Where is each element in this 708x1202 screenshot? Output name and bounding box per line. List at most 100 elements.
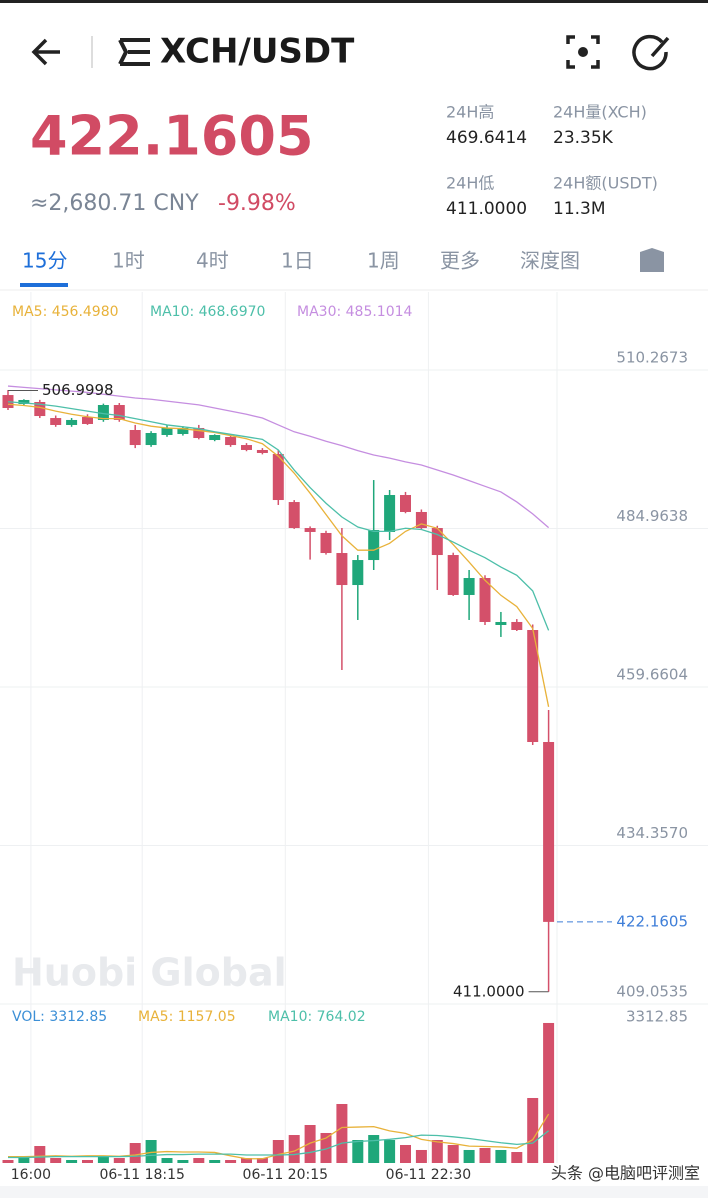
volume-bar xyxy=(479,1147,491,1163)
tab[interactable]: 深度图 xyxy=(520,249,580,273)
candle-body xyxy=(145,433,157,446)
volume-bar xyxy=(129,1143,141,1163)
x-tick-label: 16:00 xyxy=(11,1167,51,1183)
candle-body xyxy=(336,553,348,586)
x-tick-label: 06-11 18:15 xyxy=(99,1167,184,1183)
tab-underline xyxy=(20,283,68,287)
candle-body xyxy=(97,405,109,420)
volume-bar xyxy=(400,1144,411,1163)
volume-bar xyxy=(415,1149,427,1163)
candle-body xyxy=(256,449,268,453)
volume-bar xyxy=(66,1159,78,1163)
volume-bar xyxy=(2,1159,14,1163)
candle-body xyxy=(241,445,252,450)
stat-label: 24H量(XCH) xyxy=(553,103,647,122)
stat-value: 11.3M xyxy=(553,199,606,219)
candle-body xyxy=(415,511,427,529)
candle-body xyxy=(447,555,459,595)
volume-bar xyxy=(97,1156,109,1163)
candle-body xyxy=(161,427,173,436)
volume-bar xyxy=(34,1146,46,1163)
stat-label: 24H额(USDT) xyxy=(553,174,658,193)
candle-body xyxy=(543,742,555,922)
volume-bar xyxy=(82,1159,93,1163)
min-marker-label: 411.0000 xyxy=(453,982,525,1000)
candle-body xyxy=(50,418,62,425)
ma-line xyxy=(7,385,550,529)
candle-body xyxy=(511,621,523,631)
volume-bar xyxy=(495,1149,507,1163)
candle-body xyxy=(463,578,475,595)
volume-bar xyxy=(256,1158,268,1163)
y-tick-label: 3312.85 xyxy=(626,1007,688,1025)
legend-entry: MA5: 1157.05 xyxy=(138,1009,236,1025)
fullscreen-icon[interactable] xyxy=(566,35,600,69)
menu-icon[interactable] xyxy=(118,38,150,66)
volume-bar xyxy=(368,1135,380,1163)
ma-line xyxy=(7,401,550,631)
tab[interactable]: 1周 xyxy=(367,249,400,273)
candle-body xyxy=(129,429,141,446)
volume-bar xyxy=(543,1022,555,1163)
volume-title: VOL: 3312.85 xyxy=(12,1009,107,1025)
volume-bar xyxy=(320,1132,332,1163)
tab[interactable]: 15分 xyxy=(22,249,67,273)
volume-bar xyxy=(304,1125,316,1163)
share-icon[interactable] xyxy=(632,34,670,71)
candle-body xyxy=(225,437,237,446)
volume-ma-line xyxy=(8,1130,550,1159)
volume-bar xyxy=(272,1140,284,1163)
settings-icon[interactable] xyxy=(640,248,664,272)
tab[interactable]: 4时 xyxy=(196,249,229,273)
volume-bar xyxy=(288,1135,300,1163)
tab[interactable]: 1时 xyxy=(112,249,145,273)
back-button[interactable] xyxy=(31,38,60,66)
bottom-strip xyxy=(0,1186,708,1198)
volume-bar xyxy=(145,1140,157,1163)
volume-bar xyxy=(209,1159,221,1163)
stat-label: 24H低 xyxy=(446,174,494,193)
candle-body xyxy=(400,495,411,512)
candle-body xyxy=(288,502,300,529)
x-tick-label: 06-11 20:15 xyxy=(243,1167,328,1183)
stat-label: 24H高 xyxy=(446,103,494,122)
candle-body xyxy=(193,427,205,439)
candle-body xyxy=(18,399,30,404)
y-tick-label: 484.9638 xyxy=(616,507,688,525)
y-tick-label: 459.6604 xyxy=(616,666,688,684)
candle-body xyxy=(34,401,46,417)
candle-body xyxy=(209,435,221,441)
max-marker-label: 506.9998 xyxy=(42,381,114,399)
tab[interactable]: 更多 xyxy=(440,249,480,273)
watermark: 头条 @电脑吧评测室 xyxy=(551,1164,700,1183)
volume-bar xyxy=(511,1152,523,1163)
volume-bar xyxy=(241,1158,252,1163)
last-price-label: 422.1605 xyxy=(616,912,688,930)
stat-value: 23.35K xyxy=(553,128,614,148)
candle-body xyxy=(272,453,284,501)
candle-body xyxy=(177,427,189,435)
last-price: 422.1605 xyxy=(30,105,314,168)
candle-body xyxy=(113,405,125,420)
volume-bar xyxy=(463,1149,475,1163)
candle-body xyxy=(304,528,316,532)
volume-bar xyxy=(113,1158,125,1163)
candle-body xyxy=(479,578,491,622)
tab[interactable]: 1日 xyxy=(281,249,314,273)
change-percent: -9.98% xyxy=(218,191,296,216)
stat-value: 469.6414 xyxy=(446,128,527,148)
volume-bar xyxy=(50,1158,62,1163)
candle-body xyxy=(431,528,443,556)
y-tick-label: 510.2673 xyxy=(616,349,688,367)
y-tick-label: 409.0535 xyxy=(616,983,688,1001)
volume-bar xyxy=(161,1158,173,1163)
legend-entry: MA10: 764.02 xyxy=(268,1009,366,1025)
volume-bar xyxy=(431,1140,443,1163)
candle-body xyxy=(495,621,507,625)
candle-body xyxy=(527,630,539,743)
volume-bar xyxy=(177,1159,189,1163)
cny-price: ≈2,680.71 CNY xyxy=(30,191,199,216)
volume-bar xyxy=(384,1140,396,1163)
stat-value: 411.0000 xyxy=(446,199,527,219)
